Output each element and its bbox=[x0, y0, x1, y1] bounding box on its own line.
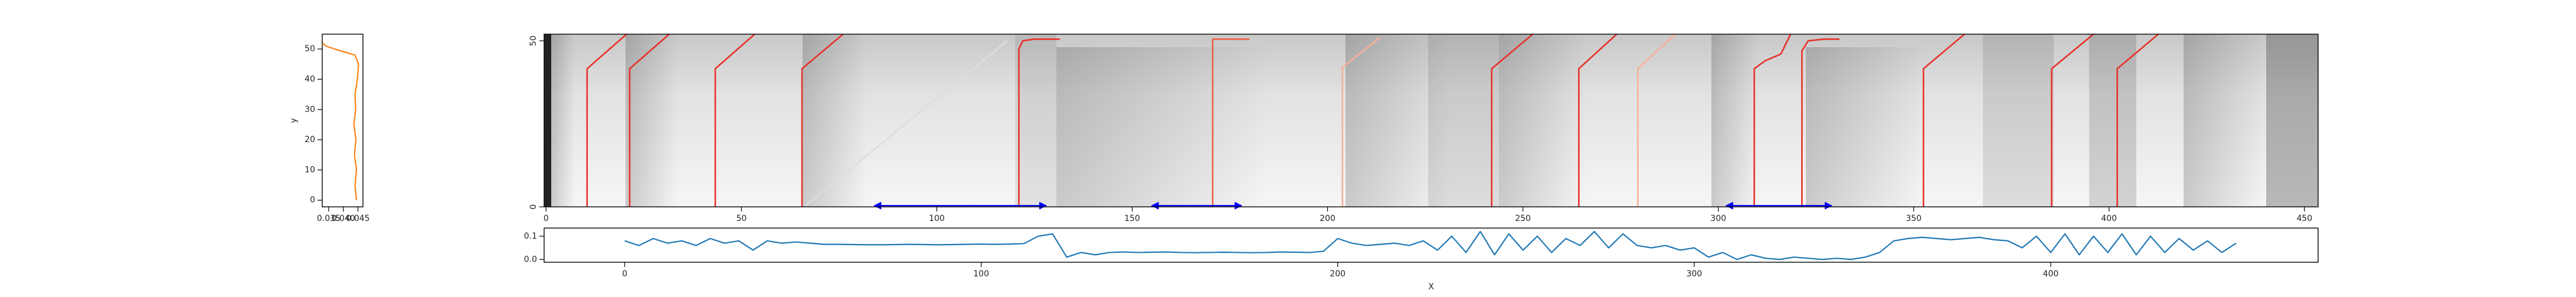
x-tick-label: 200 bbox=[1330, 269, 1346, 279]
series-line bbox=[1491, 34, 1533, 207]
x-tick-label: 0.045 bbox=[346, 214, 370, 223]
series-line bbox=[322, 42, 359, 200]
y-axis-label: y bbox=[289, 118, 299, 123]
y-tick-label: 0 bbox=[529, 204, 538, 210]
x-tick-label: 400 bbox=[2101, 214, 2117, 223]
x-tick-label: 0 bbox=[544, 214, 549, 223]
series-line bbox=[1753, 34, 1792, 207]
x-tick-label: 300 bbox=[1710, 214, 1726, 223]
x-tick-label: 250 bbox=[1515, 214, 1531, 223]
y-tick-label: 10 bbox=[305, 165, 315, 174]
x-axis-label: X bbox=[1428, 282, 1434, 292]
x-tick-label: 350 bbox=[1906, 214, 1922, 223]
series-line bbox=[714, 34, 755, 207]
x-tick-label: 100 bbox=[929, 214, 945, 223]
y-tick-label: 20 bbox=[305, 135, 315, 144]
series-line bbox=[801, 34, 844, 207]
x-tick-label: 0.040 bbox=[332, 214, 355, 223]
series-line bbox=[2116, 34, 2159, 207]
x-tick-label: 0.035 bbox=[317, 214, 341, 223]
series-line bbox=[1801, 38, 1839, 207]
axes-frame bbox=[544, 34, 2319, 207]
y-tick-label: 40 bbox=[305, 74, 315, 84]
x-tick-label: 50 bbox=[736, 214, 747, 223]
axes-frame bbox=[544, 227, 2319, 263]
heatmap-image bbox=[544, 34, 2318, 207]
series-line bbox=[1341, 37, 1381, 207]
y-tick-label: 50 bbox=[305, 44, 315, 54]
series-line bbox=[1577, 34, 1618, 207]
axes-frame bbox=[322, 34, 364, 207]
y-tick-label: 50 bbox=[529, 35, 538, 46]
series-line bbox=[1018, 38, 1060, 207]
x-tick-label: 200 bbox=[1320, 214, 1336, 223]
y-tick-label: 0.0 bbox=[524, 255, 537, 264]
x-tick-label: 150 bbox=[1124, 214, 1140, 223]
series-line bbox=[624, 230, 2237, 260]
x-tick-label: 400 bbox=[2043, 269, 2059, 279]
x-tick-label: 100 bbox=[973, 269, 989, 279]
x-tick-label: 450 bbox=[2296, 214, 2312, 223]
series-line bbox=[1212, 38, 1250, 207]
series-line bbox=[629, 34, 670, 207]
series-line bbox=[2051, 33, 2094, 207]
series-line bbox=[803, 40, 1008, 208]
series-line bbox=[586, 34, 627, 207]
x-tick-label: 300 bbox=[1686, 269, 1702, 279]
series-line bbox=[1636, 34, 1676, 207]
y-tick-label: 0.1 bbox=[524, 232, 537, 241]
y-tick-label: 30 bbox=[305, 105, 315, 114]
series-line bbox=[1922, 34, 1965, 207]
x-tick-label: 0 bbox=[622, 269, 627, 279]
y-tick-label: 0 bbox=[310, 196, 315, 205]
